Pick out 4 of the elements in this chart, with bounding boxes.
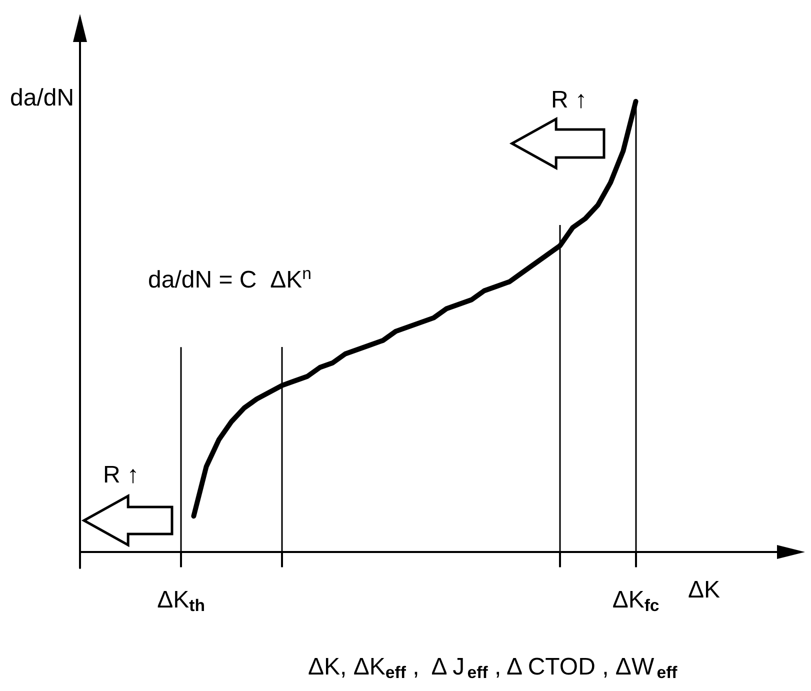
annotation: R ↑ — [551, 86, 587, 114]
annotation: R ↑ — [103, 462, 139, 488]
y-axis-title: da/dN — [10, 84, 74, 112]
x-axis-title: ΔK — [688, 576, 720, 604]
